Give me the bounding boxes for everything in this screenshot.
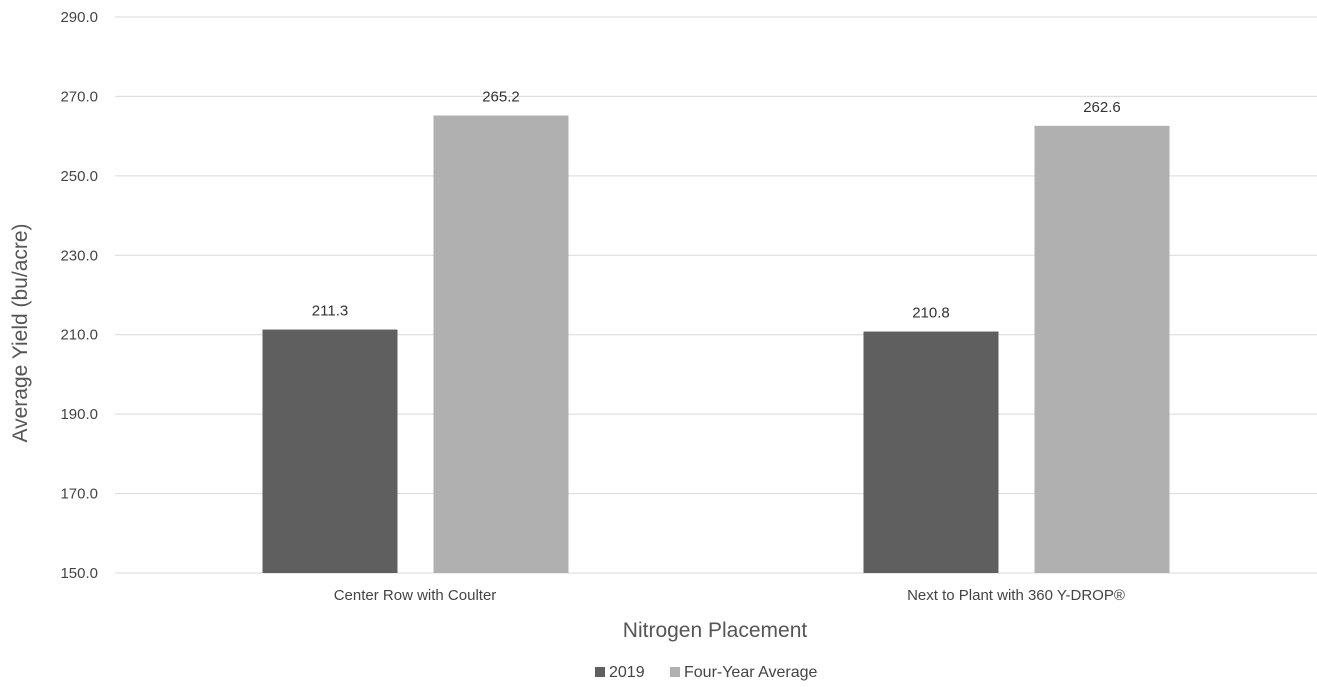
x-axis-title: Nitrogen Placement [623,619,808,642]
y-axis-ticks: 150.0 170.0 190.0 210.0 230.0 250.0 270.0 290.0 [60,9,98,582]
bars [262,115,1170,574]
legend-swatch [670,667,680,677]
legend-label: 2019 [609,664,645,681]
y-tick-label: 270.0 [60,88,98,105]
legend: 2019 Four-Year Average [595,664,818,681]
x-category-label: Next to Plant with 360 Y-DROP® [907,587,1125,604]
data-label: 265.2 [482,88,520,105]
bar-series-four-year-average [1034,125,1170,574]
data-label: 262.6 [1083,99,1121,116]
y-tick-label: 170.0 [60,486,98,503]
y-tick-label: 150.0 [60,565,98,582]
y-tick-label: 290.0 [60,9,98,26]
bar-series-four-year-average [433,115,569,574]
data-label: 211.3 [312,303,348,320]
x-axis-categories: Center Row with Coulter Next to Plant wit… [334,587,1125,604]
y-tick-label: 230.0 [60,247,98,264]
legend-label: Four-Year Average [684,664,818,681]
y-axis-title: Average Yield (bu/acre) [9,223,32,442]
x-category-label: Center Row with Coulter [334,587,497,604]
data-label: 210.8 [912,305,950,322]
bar-series-2019 [262,329,398,573]
y-tick-label: 190.0 [60,406,98,423]
bar-series-2019 [863,331,999,573]
y-tick-label: 250.0 [60,168,98,185]
legend-swatch [595,667,605,677]
data-labels: 211.3 265.2 210.8 262.6 [312,88,1121,321]
y-tick-label: 210.0 [60,327,98,344]
